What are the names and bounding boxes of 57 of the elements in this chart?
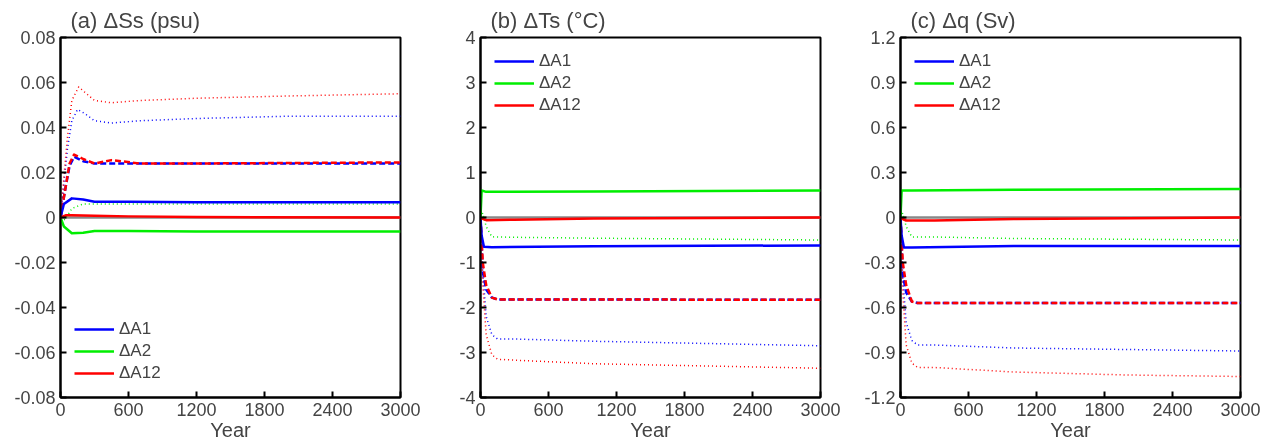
- legend-label: ΔA2: [539, 73, 572, 93]
- y-tick-label: 2: [465, 118, 476, 138]
- x-tick-label: 2400: [732, 399, 773, 420]
- x-tick-label: 600: [533, 399, 564, 420]
- x-tick-label: 600: [113, 399, 144, 420]
- x-tick-label: 1200: [176, 399, 217, 420]
- x-tick-label: 1200: [596, 399, 637, 420]
- y-tick-label: 0: [465, 208, 476, 228]
- legend-label: ΔA1: [119, 319, 152, 339]
- legend-label: ΔA2: [119, 341, 152, 361]
- y-tick-label: -0.08: [14, 388, 56, 408]
- x-tick-label: 2400: [312, 399, 353, 420]
- x-tick-label: 1800: [664, 399, 705, 420]
- y-tick-label: -4: [459, 388, 476, 408]
- x-axis-title: Year: [630, 418, 672, 441]
- y-tick-label: 1.2: [870, 28, 896, 48]
- x-tick-label: 2400: [1152, 399, 1193, 420]
- y-tick-label: 3: [465, 73, 476, 93]
- y-tick-label: -3: [459, 343, 476, 363]
- x-tick-label: 600: [953, 399, 984, 420]
- legend-label: ΔA12: [959, 95, 1001, 115]
- y-tick-label: -2: [459, 298, 476, 318]
- y-tick-label: 1: [465, 163, 476, 183]
- x-tick-label: 3000: [380, 399, 421, 420]
- y-tick-label: 0: [45, 208, 56, 228]
- chart-title: (c) Δq (Sv): [910, 7, 1016, 33]
- y-tick-label: -0.6: [864, 298, 896, 318]
- y-tick-label: -1: [459, 253, 476, 273]
- y-tick-label: -0.04: [14, 298, 56, 318]
- chart-title: (a) ΔSs (psu): [70, 7, 201, 33]
- y-tick-label: 0.04: [20, 118, 56, 138]
- legend-label: ΔA2: [959, 73, 992, 93]
- x-tick-label: 3000: [800, 399, 841, 420]
- x-tick-label: 1200: [1016, 399, 1057, 420]
- x-tick-label: 3000: [1220, 399, 1261, 420]
- y-tick-label: 0: [885, 208, 896, 228]
- y-tick-label: 0.02: [20, 163, 56, 183]
- y-tick-label: 0.9: [870, 73, 896, 93]
- y-tick-label: -0.02: [14, 253, 56, 273]
- y-tick-label: -1.2: [864, 388, 896, 408]
- y-tick-label: 0.3: [870, 163, 896, 183]
- x-tick-label: 1800: [1084, 399, 1125, 420]
- y-tick-label: 0.06: [20, 73, 56, 93]
- legend-label: ΔA12: [119, 363, 161, 383]
- y-tick-label: -0.9: [864, 343, 896, 363]
- y-tick-label: 0.08: [20, 28, 56, 48]
- y-tick-label: 0.6: [870, 118, 896, 138]
- x-axis-title: Year: [1050, 418, 1092, 441]
- legend-label: ΔA12: [539, 95, 581, 115]
- y-tick-label: -0.06: [14, 343, 56, 363]
- x-axis-title: Year: [210, 418, 252, 441]
- legend-label: ΔA1: [539, 51, 572, 71]
- chart-title: (b) ΔTs (°C): [490, 7, 606, 33]
- legend-label: ΔA1: [959, 51, 992, 71]
- y-tick-label: 4: [465, 28, 476, 48]
- x-tick-label: 1800: [244, 399, 285, 420]
- y-tick-label: -0.3: [864, 253, 896, 273]
